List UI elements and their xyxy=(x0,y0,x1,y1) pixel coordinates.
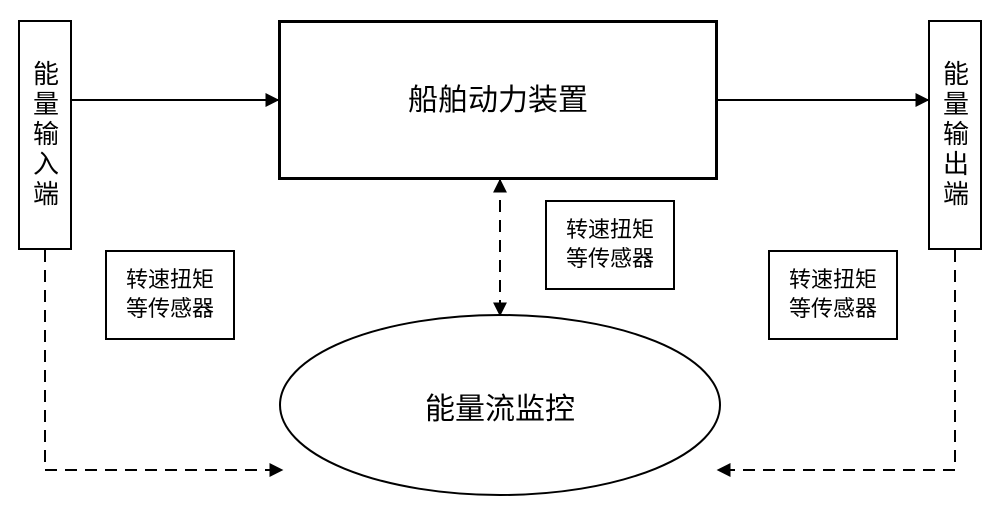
energy-input-terminal: 能量输入端 xyxy=(18,20,72,250)
sensor-left-line2: 等传感器 xyxy=(126,295,214,324)
energy-flow-monitor-text: 能量流监控 xyxy=(425,393,575,426)
ship-power-unit-label: 船舶动力装置 xyxy=(408,81,588,120)
ship-power-unit: 船舶动力装置 xyxy=(278,20,718,180)
sensor-center-line2: 等传感器 xyxy=(566,245,654,274)
sensor-box-center: 转速扭矩 等传感器 xyxy=(545,200,675,290)
energy-input-terminal-label: 能量输入端 xyxy=(27,60,64,210)
diagram-stage: 能量输入端 能量输出端 船舶动力装置 转速扭矩 等传感器 转速扭矩 等传感器 转… xyxy=(0,0,1000,514)
sensor-box-left: 转速扭矩 等传感器 xyxy=(105,250,235,340)
sensor-left-line1: 转速扭矩 xyxy=(126,266,214,295)
energy-output-terminal-label: 能量输出端 xyxy=(937,60,974,210)
sensor-center-line1: 转速扭矩 xyxy=(566,216,654,245)
energy-output-terminal: 能量输出端 xyxy=(928,20,982,250)
energy-flow-monitor-label: 能量流监控 xyxy=(280,384,720,428)
sensor-right-line1: 转速扭矩 xyxy=(789,266,877,295)
sensor-box-right: 转速扭矩 等传感器 xyxy=(768,250,898,340)
sensor-right-line2: 等传感器 xyxy=(789,295,877,324)
